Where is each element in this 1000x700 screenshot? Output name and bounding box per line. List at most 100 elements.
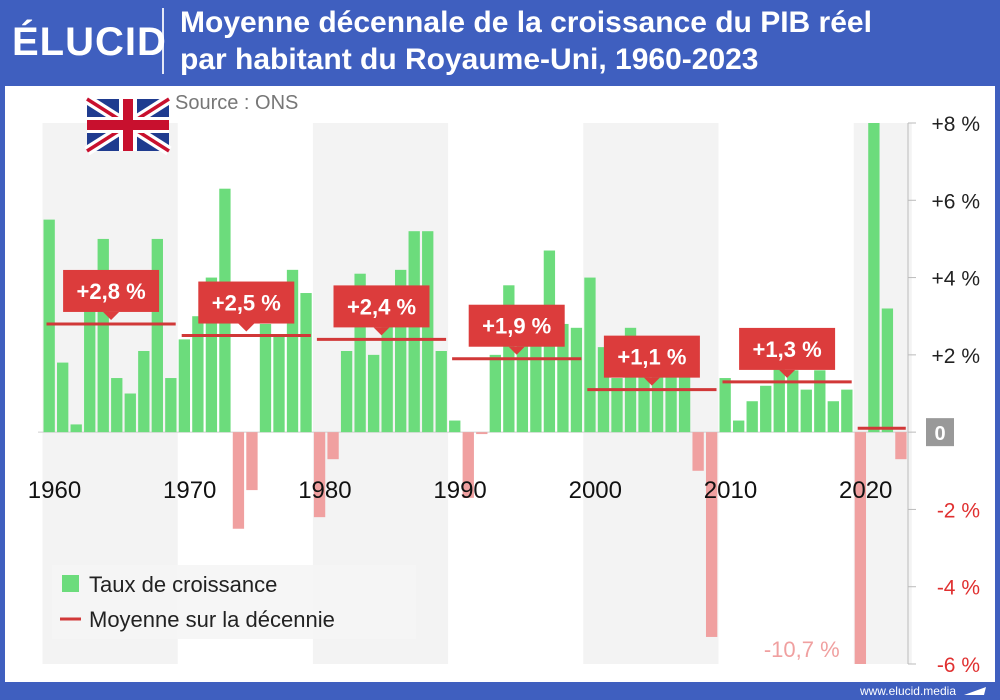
bar-2000 (584, 277, 596, 433)
bar-1965 (111, 378, 123, 433)
bar-1963 (84, 293, 96, 433)
bar-1987 (408, 231, 420, 433)
bar-2014 (773, 343, 785, 433)
bar-1982 (340, 350, 353, 433)
bar-1975 (246, 432, 258, 491)
average-label-box-1980 (333, 285, 430, 328)
average-label-box-2000 (603, 335, 700, 378)
bar-1970 (178, 339, 191, 433)
bar-1995 (516, 343, 529, 433)
bar-1960 (43, 219, 55, 433)
bar-2002 (611, 378, 623, 433)
bar-1966 (124, 393, 136, 433)
bar-2010 (719, 378, 731, 433)
average-label-1990: +1,9 % (482, 314, 551, 339)
bar-1999 (570, 327, 583, 433)
zero-label-box (926, 418, 954, 447)
average-label-pointer-1980 (373, 327, 390, 336)
footer-url[interactable]: www.elucid.media (859, 684, 956, 698)
bar-1990 (449, 420, 461, 433)
y-tick-label-0: 0 (934, 423, 945, 445)
bar-2006 (665, 362, 677, 433)
y-tick-label: +6 % (932, 190, 980, 213)
bar-1991 (462, 432, 474, 498)
legend-label-average: Moyenne sur la décennie (89, 607, 335, 632)
bar-1972 (205, 277, 218, 433)
average-label-2010: +1,3 % (753, 337, 822, 362)
bar-1967 (138, 350, 150, 433)
chart-title: Moyenne décennale de la croissance du PI… (180, 4, 990, 78)
average-label-box-2010 (739, 327, 836, 370)
bar-1977 (273, 335, 285, 433)
average-label-pointer-1970 (238, 323, 255, 332)
bar-1986 (395, 269, 407, 433)
uk-flag-icon (84, 94, 172, 156)
bar-1998 (557, 323, 569, 433)
bar-1976 (259, 323, 272, 433)
bar-1962 (70, 424, 82, 433)
bar-1978 (286, 269, 299, 433)
bar-2008 (692, 432, 704, 471)
header: ÉLUCID Moyenne décennale de la croissanc… (0, 0, 1000, 84)
title-line-2: par habitant du Royaume-Uni, 1960-2023 (180, 43, 759, 76)
x-tick-label-2000: 2000 (569, 477, 622, 504)
bar-1974 (232, 432, 245, 529)
bar-2019 (841, 389, 853, 433)
x-tick-label-2010: 2010 (704, 477, 757, 504)
average-label-pointer-1990 (508, 346, 525, 355)
bar-2005 (651, 354, 664, 433)
bar-1988 (422, 231, 434, 433)
chart-panel: +2,8 % +2,5 % +2,4 % +1,9 % +1,1 % +1,3 % 196… (5, 86, 995, 682)
bar-2007 (678, 374, 691, 433)
average-label-1960: +2,8 % (77, 279, 146, 304)
x-tick-label-1960: 1960 (28, 477, 81, 504)
bar-2009 (705, 432, 718, 637)
bar-2004 (638, 362, 650, 433)
bar-1961 (57, 362, 69, 433)
average-label-1970: +2,5 % (212, 291, 281, 316)
bar-2015 (787, 370, 799, 433)
legend-box (52, 565, 416, 639)
annotation-off-scale: -10,7 % (764, 637, 840, 662)
bar-1984 (367, 354, 380, 433)
bar-2022 (881, 308, 894, 433)
bar-1968 (151, 238, 163, 433)
bar-1979 (300, 293, 312, 433)
average-label-pointer-1960 (103, 311, 120, 320)
bar-2020 (854, 432, 867, 664)
bar-2013 (760, 385, 772, 433)
logo-separator (162, 8, 164, 74)
title-line-1: Moyenne décennale de la croissance du PI… (180, 6, 872, 39)
average-label-pointer-2010 (779, 369, 796, 378)
bar-2023 (895, 432, 907, 460)
legend-label-bars: Taux de croissance (89, 572, 277, 597)
elucid-mark-icon (964, 687, 986, 695)
x-tick-label-2020: 2020 (839, 477, 892, 504)
source-label: Source : ONS (175, 92, 298, 114)
bar-1993 (489, 354, 501, 433)
y-tick-label: -2 % (937, 499, 980, 522)
bar-2016 (800, 389, 812, 433)
x-tick-label-1970: 1970 (163, 477, 216, 504)
bar-2012 (746, 401, 758, 433)
y-tick-label: -6 % (937, 654, 980, 677)
bar-1983 (354, 273, 366, 433)
bar-2003 (624, 327, 637, 433)
bar-1992 (476, 432, 488, 435)
average-label-box-1960 (63, 269, 160, 312)
bar-1971 (192, 316, 204, 433)
bar-1985 (381, 300, 393, 433)
y-tick-label: -4 % (937, 577, 980, 600)
bar-1989 (435, 350, 447, 433)
logo: ÉLUCID (12, 20, 167, 64)
x-tick-label-1990: 1990 (433, 477, 486, 504)
legend-swatch-bars (62, 575, 79, 592)
average-label-box-1990 (468, 304, 565, 347)
average-label-2000: +1,1 % (617, 345, 686, 370)
y-tick-label: +8 % (932, 113, 980, 136)
bar-2018 (827, 401, 839, 433)
y-tick-label: +4 % (932, 268, 980, 291)
bar-2021 (868, 123, 880, 433)
x-tick-label-1980: 1980 (298, 477, 351, 504)
